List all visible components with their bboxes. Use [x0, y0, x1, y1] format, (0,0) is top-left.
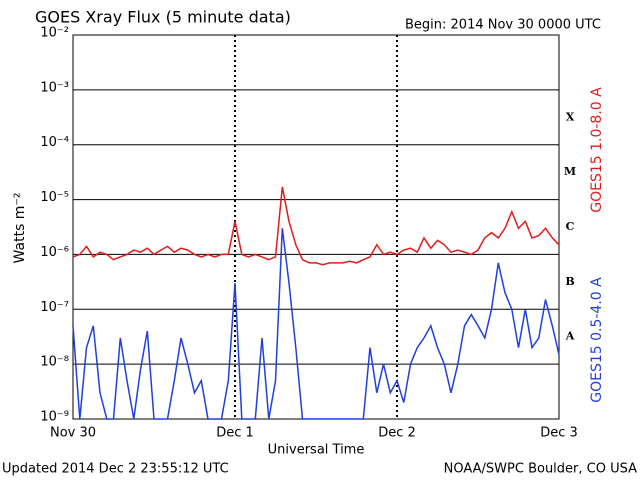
footer-left: Updated 2014 Dec 2 23:55:12 UTC	[2, 462, 229, 477]
y-tick-label: 10⁻²	[40, 26, 69, 41]
flare-class-label: M	[564, 165, 576, 178]
chart-title: GOES Xray Flux (5 minute data)	[35, 8, 291, 27]
legend-label: GOES15 0.5-4.0 A	[589, 277, 605, 403]
footer-right: NOAA/SWPC Boulder, CO USA	[444, 462, 637, 477]
y-tick-label: 10⁻⁵	[40, 190, 69, 205]
series-line	[72, 228, 560, 420]
y-tick-label: 10⁻⁸	[40, 355, 69, 370]
y-tick-label: 10⁻⁶	[40, 245, 69, 260]
x-tick-label: Dec 2	[378, 426, 416, 441]
x-axis-label: Universal Time	[268, 443, 365, 458]
flare-class-label: X	[566, 110, 575, 123]
flare-class-label: A	[565, 330, 575, 343]
flare-class-label: B	[565, 275, 574, 288]
subtitle: Begin: 2014 Nov 30 0000 UTC	[405, 18, 601, 33]
flare-class-label: C	[566, 220, 575, 233]
series-line	[72, 186, 560, 266]
y-tick-label: 10⁻⁴	[40, 135, 69, 150]
x-tick-label: Dec 1	[216, 426, 254, 441]
y-axis-label: Watts m⁻²	[12, 193, 28, 264]
y-tick-label: 10⁻⁷	[40, 300, 69, 315]
legend-label: GOES15 1.0-8.0 A	[589, 87, 605, 213]
x-tick-label: Nov 30	[50, 426, 96, 441]
y-tick-label: 10⁻³	[40, 80, 69, 95]
y-tick-label: 10⁻⁹	[40, 410, 69, 425]
x-tick-label: Dec 3	[540, 426, 578, 441]
